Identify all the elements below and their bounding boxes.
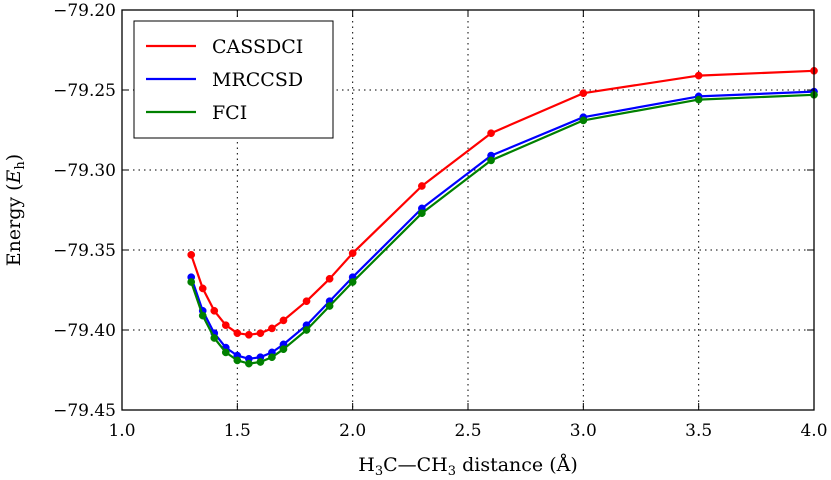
data-point-cassdci xyxy=(579,89,588,98)
data-point-cassdci xyxy=(694,71,703,80)
data-point-cassdci xyxy=(187,250,196,259)
data-point-cassdci xyxy=(198,284,207,293)
ticks: 1.0 1.5 2.0 2.5 3.0 3.5 4.0 −79.45 −79.40 −79.35 −… xyxy=(53,1,827,441)
data-point-cassdci xyxy=(302,297,311,306)
x-tick-label: 3.0 xyxy=(570,421,597,441)
series-layer xyxy=(187,66,818,368)
data-point-cassdci xyxy=(487,129,495,138)
data-point-cassdci xyxy=(418,182,426,190)
data-point-fci xyxy=(210,334,219,342)
data-point-cassdci xyxy=(245,330,253,339)
y-tick-label: −79.35 xyxy=(53,241,116,261)
legend-label-fci: FCI xyxy=(212,102,247,124)
legend-label-mrccsd: MRCCSD xyxy=(212,69,303,91)
y-axis-label-part: Energy ( xyxy=(3,183,25,266)
x-tick-label: 3.5 xyxy=(685,421,712,441)
data-point-fci xyxy=(487,156,495,165)
x-tick-label: 1.0 xyxy=(108,421,135,441)
data-point-fci xyxy=(325,302,334,310)
data-point-fci xyxy=(233,356,242,365)
legend: CASSDCI MRCCSD FCI xyxy=(133,20,334,139)
x-tick-label: 1.5 xyxy=(224,421,251,441)
y-tick-label: −79.20 xyxy=(53,1,116,21)
y-axis-label: Energy (Eh) xyxy=(3,154,28,266)
legend-label-cassdci: CASSDCI xyxy=(212,36,303,58)
series-fci xyxy=(187,90,818,368)
data-point-cassdci xyxy=(210,306,219,315)
data-point-fci xyxy=(221,348,230,357)
data-point-cassdci xyxy=(279,316,288,325)
data-point-fci xyxy=(302,326,311,334)
data-point-fci xyxy=(579,116,588,125)
data-point-cassdci xyxy=(233,329,242,338)
data-point-fci xyxy=(198,311,207,320)
data-point-cassdci xyxy=(256,329,265,338)
data-point-cassdci xyxy=(221,321,230,330)
x-axis-label-part: H xyxy=(358,454,375,476)
x-tick-label: 2.5 xyxy=(454,421,481,441)
y-axis-label-italic: E xyxy=(3,169,25,184)
data-point-fci xyxy=(256,358,265,366)
data-point-cassdci xyxy=(268,324,276,333)
x-axis-label-part: distance (Å) xyxy=(456,454,578,476)
x-axis-label-part: C—CH xyxy=(383,454,448,476)
data-point-cassdci xyxy=(348,249,357,258)
y-axis-label-part: ) xyxy=(3,154,25,161)
x-tick-label: 4.0 xyxy=(800,421,827,441)
x-axis-label: H3C—CH3 distance (Å) xyxy=(358,454,578,479)
y-tick-label: −79.30 xyxy=(53,161,116,181)
x-axis-label-subscript: 3 xyxy=(375,464,383,479)
data-point-fci xyxy=(418,209,426,218)
legend-items: CASSDCI MRCCSD FCI xyxy=(146,36,303,124)
data-point-cassdci xyxy=(325,274,334,283)
x-axis-label-subscript: 3 xyxy=(448,464,456,479)
y-axis-label-subscript: h xyxy=(13,161,28,170)
y-tick-label: −79.25 xyxy=(53,81,116,101)
data-point-fci xyxy=(348,278,357,286)
y-tick-label: −79.45 xyxy=(53,401,116,421)
data-point-fci xyxy=(694,95,703,104)
data-point-fci xyxy=(187,278,196,286)
series-cassdci xyxy=(187,66,818,339)
data-point-fci xyxy=(245,359,253,368)
y-tick-label: −79.40 xyxy=(53,321,116,341)
data-point-fci xyxy=(268,353,276,362)
data-point-fci xyxy=(279,345,288,354)
x-tick-label: 2.0 xyxy=(339,421,366,441)
